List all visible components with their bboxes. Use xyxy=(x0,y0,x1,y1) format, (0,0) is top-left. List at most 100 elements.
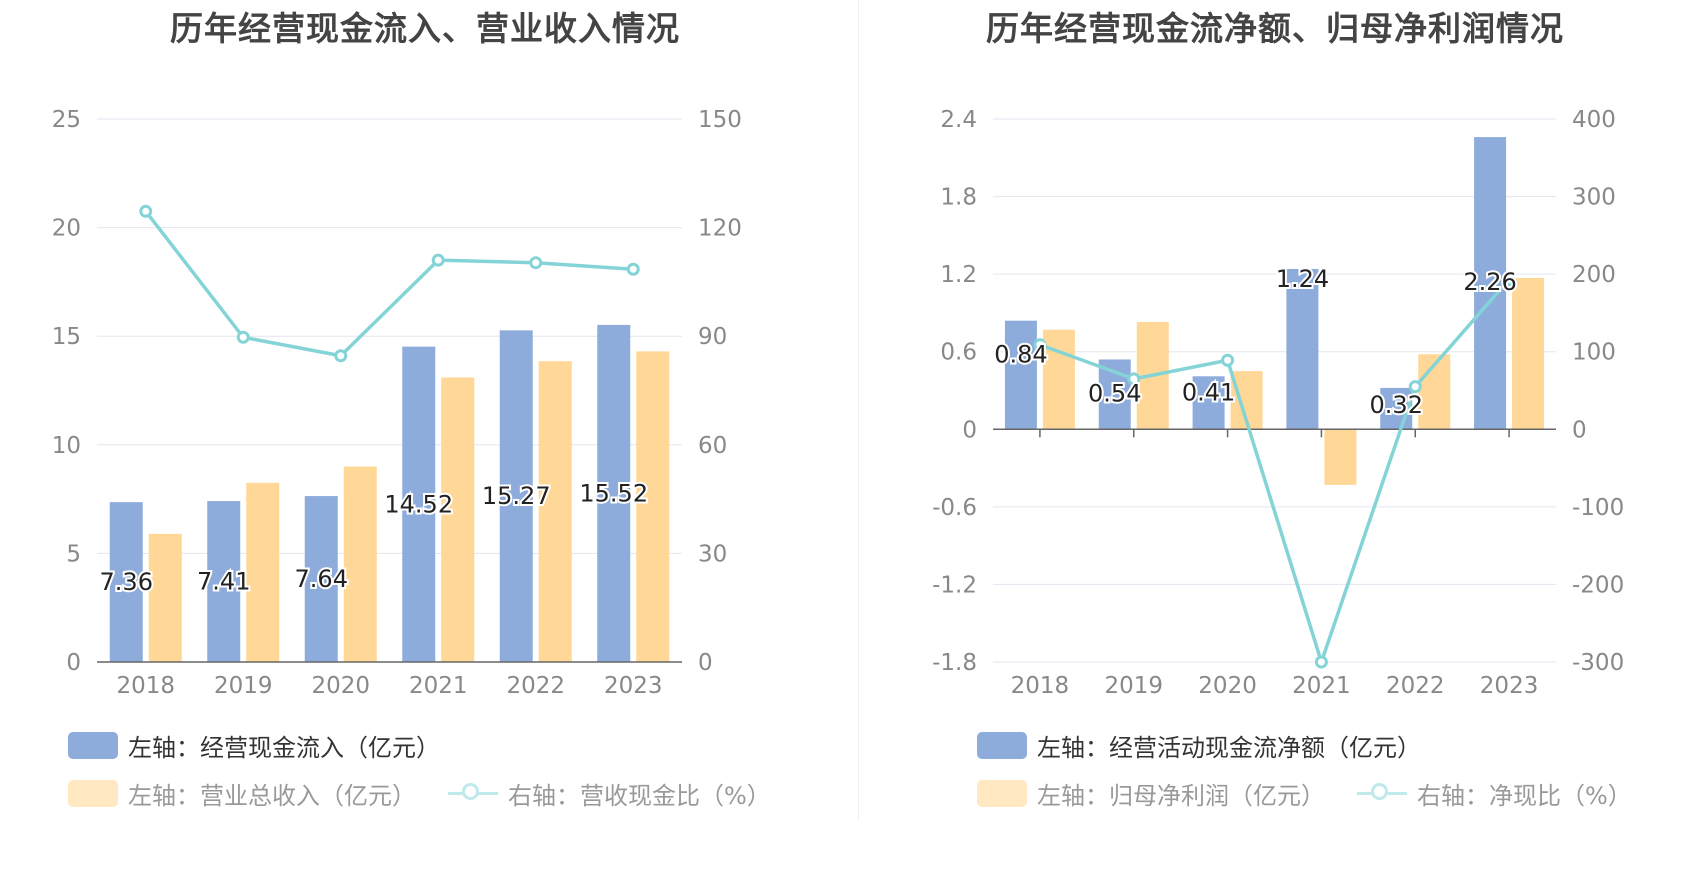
legend-item[interactable]: 左轴：经营现金流入（亿元） xyxy=(68,728,440,763)
chart-canvas: -1.8 -1.2 -0.6 0 0.6 1.2 1.8 2.4 -300 -200 -100 0 10… xyxy=(932,107,1624,699)
x-tick-label: 2019 xyxy=(1104,673,1163,699)
legend-item[interactable]: 左轴：营业总收入（亿元） xyxy=(68,776,416,811)
y-left-tick-label: 1.2 xyxy=(940,262,977,288)
y-right-tick-label: 60 xyxy=(698,433,727,459)
bar-blue xyxy=(207,501,241,662)
y-left-tick-label: -1.2 xyxy=(932,572,977,598)
bar-yellow xyxy=(1512,278,1545,430)
x-tick-label: 2023 xyxy=(604,673,663,699)
line-series xyxy=(144,210,634,358)
y-left-tick-label: 0 xyxy=(962,417,977,443)
line-point xyxy=(1502,273,1516,287)
y-right-tick-label: -100 xyxy=(1572,495,1624,521)
legend-swatch-blue xyxy=(977,732,1027,759)
y-right-tick-label: 0 xyxy=(1572,417,1587,443)
x-tick-label: 2020 xyxy=(1198,673,1257,699)
line-point xyxy=(1033,338,1047,352)
y-left-tick-label: 20 xyxy=(52,216,81,242)
bar-blue xyxy=(109,502,143,662)
data-label: 7.64 xyxy=(295,565,348,593)
bar-blue xyxy=(402,346,436,662)
legend-row-2: 左轴：归母净利润（亿元） 右轴：净现比（%） xyxy=(977,776,1664,811)
data-label: 7.41 xyxy=(197,568,250,596)
bar-blue xyxy=(1474,137,1507,430)
bar-yellow xyxy=(246,482,280,662)
y-left-tick-label: 5 xyxy=(66,541,81,567)
legend-item[interactable]: 右轴：净现比（%） xyxy=(1357,776,1632,811)
chart-panel-right: 历年经营现金流净额、归母净利润情况 -1.8 -1.2 -0.6 0 0.6 1.2 1.8… xyxy=(850,0,1700,874)
y-left-tick-label: 15 xyxy=(52,324,81,350)
x-tick-label: 2018 xyxy=(116,673,175,699)
line-point xyxy=(626,262,640,276)
bar-yellow xyxy=(343,466,377,662)
bar-yellow xyxy=(538,361,572,662)
legend-label: 右轴：净现比（%） xyxy=(1417,782,1632,810)
bar-blue xyxy=(1192,376,1225,430)
data-label: 0.84 xyxy=(994,341,1047,369)
legend-row-1: 左轴：经营现金流入（亿元） xyxy=(68,728,472,763)
y-left-tick-label: 0.6 xyxy=(940,340,977,366)
bar-blue xyxy=(304,496,338,662)
data-label: 7.36 xyxy=(100,568,153,596)
legend-label: 右轴：营收现金比（%） xyxy=(508,782,771,810)
x-tick-label: 2022 xyxy=(506,673,565,699)
legend-label: 左轴：经营现金流入（亿元） xyxy=(128,734,440,762)
y-left-tick-label: 10 xyxy=(52,433,81,459)
y-right-tick-label: -300 xyxy=(1572,650,1624,676)
line-point xyxy=(334,349,348,363)
line-series xyxy=(1039,278,1511,668)
x-tick-label: 2020 xyxy=(311,673,370,699)
x-tick-label: 2021 xyxy=(1292,673,1351,699)
data-label: 0.32 xyxy=(1370,391,1423,419)
y-right-tick-label: 100 xyxy=(1572,340,1616,366)
y-right-tick-label: 0 xyxy=(698,650,713,676)
line-point xyxy=(1408,380,1422,394)
y-left-tick-label: 25 xyxy=(52,107,81,133)
legend-label: 左轴：营业总收入（亿元） xyxy=(128,782,416,810)
data-label: 0.54 xyxy=(1088,379,1141,407)
chart-title: 历年经营现金流净额、归母净利润情况 xyxy=(986,9,1564,48)
line-point xyxy=(1127,372,1141,386)
legend-item[interactable]: 右轴：营收现金比（%） xyxy=(448,776,771,811)
panel-divider xyxy=(858,0,859,820)
y-left-tick-label: 0 xyxy=(66,650,81,676)
legend-label: 左轴：归母净利润（亿元） xyxy=(1037,782,1325,810)
y-right-tick-label: 30 xyxy=(698,541,727,567)
bar-blue xyxy=(597,324,631,662)
bar-yellow xyxy=(441,377,475,662)
y-right-tick-label: 90 xyxy=(698,324,727,350)
data-label: 14.52 xyxy=(384,490,453,518)
bar-blue xyxy=(1004,320,1037,430)
bar-yellow xyxy=(1042,329,1075,430)
y-right-tick-label: -200 xyxy=(1572,572,1624,598)
legend-label: 左轴：经营活动现金流净额（亿元） xyxy=(1037,734,1421,762)
bar-blue xyxy=(1286,268,1319,430)
bar-blue xyxy=(499,330,533,662)
line-point xyxy=(431,253,445,267)
data-label: 2.26 xyxy=(1463,268,1516,296)
y-left-tick-label: -0.6 xyxy=(932,495,977,521)
line-point xyxy=(139,204,153,218)
legend-item[interactable]: 左轴：经营活动现金流净额（亿元） xyxy=(977,728,1421,763)
y-left-tick-label: 1.8 xyxy=(940,185,977,211)
y-left-tick-label: -1.8 xyxy=(932,650,977,676)
y-right-tick-label: 120 xyxy=(698,216,742,242)
line-point xyxy=(1221,353,1235,367)
x-tick-label: 2021 xyxy=(409,673,468,699)
legend-row-1: 左轴：经营活动现金流净额（亿元） xyxy=(977,728,1453,763)
chart-canvas: 0 5 10 15 20 25 0 30 60 90 120 150 2018 2019 2020 2021 2… xyxy=(52,107,742,699)
legend-item[interactable]: 左轴：归母净利润（亿元） xyxy=(977,776,1325,811)
data-label: 0.41 xyxy=(1182,378,1235,406)
bar-yellow xyxy=(636,351,670,662)
x-tick-label: 2022 xyxy=(1386,673,1445,699)
bar-yellow xyxy=(148,533,182,662)
legend-swatch-yellow xyxy=(977,780,1027,807)
line-point xyxy=(529,256,543,270)
legend-row-2: 左轴：营业总收入（亿元） 右轴：营收现金比（%） xyxy=(68,776,803,811)
y-right-tick-label: 300 xyxy=(1572,185,1616,211)
line-point xyxy=(1314,655,1328,669)
y-left-tick-label: 2.4 xyxy=(940,107,977,133)
legend-line-marker-icon xyxy=(1357,780,1407,807)
x-tick-label: 2023 xyxy=(1480,673,1539,699)
x-tick-label: 2018 xyxy=(1011,673,1070,699)
